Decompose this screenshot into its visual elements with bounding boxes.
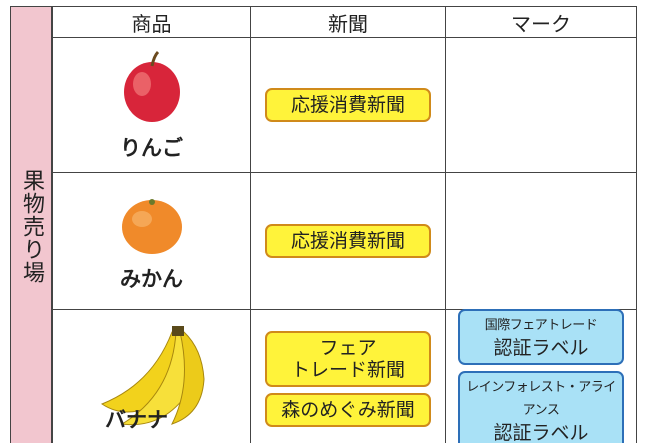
mark-line: 認証ラベル [493,336,589,359]
product-cell: りんご [52,37,251,173]
mark-label: 国際フェアトレード認証ラベル [458,308,624,365]
newspaper-tag: 応援消費新聞 [265,224,431,258]
mark-line: 認証ラベル [493,421,589,443]
newspaper-tag: 応援消費新聞 [265,88,431,122]
newspaper-cell: 応援消費新聞 [250,172,446,310]
tag-line: トレード新聞 [290,359,405,381]
tag-line: 森のめぐみ新聞 [281,399,415,421]
fruit-image [112,48,192,132]
product-name: みかん [120,267,183,291]
mark-label: レインフォレスト・アライアンス認証ラベル [458,370,624,443]
product-name: バナナ [105,408,168,432]
header-cell: 新聞 [250,6,446,38]
side-label: 果物売り場 [19,168,44,284]
newspaper-cell: 応援消費新聞 [250,37,446,173]
header-cell: 商品 [52,6,251,38]
mark-cell [445,172,637,310]
newspaper-cell: フェア トレード新聞 森のめぐみ新聞 [250,309,446,443]
mark-line: 国際フェアトレード [484,317,598,333]
header-cell: マーク [445,6,637,38]
fruit-image [92,324,212,438]
mark-cell [445,37,637,173]
newspaper-tag: 森のめぐみ新聞 [265,393,431,427]
tag-line: 応援消費新聞 [290,94,405,116]
mark-cell: 国際フェアトレード 認証ラベル レインフォレスト・アライアンス 認証ラベル [445,308,637,443]
side-label-box: 果物売り場 [10,6,52,443]
newspaper-tag: フェア トレード新聞 [265,331,431,387]
product-cell: バナナ [52,309,251,443]
fruit-image [112,189,192,263]
tag-line: 応援消費新聞 [290,230,405,252]
product-name: りんご [120,136,183,160]
tag-line: フェア [319,337,377,359]
mark-line: レインフォレスト・アライアンス [466,379,616,418]
product-cell: みかん [52,172,251,310]
